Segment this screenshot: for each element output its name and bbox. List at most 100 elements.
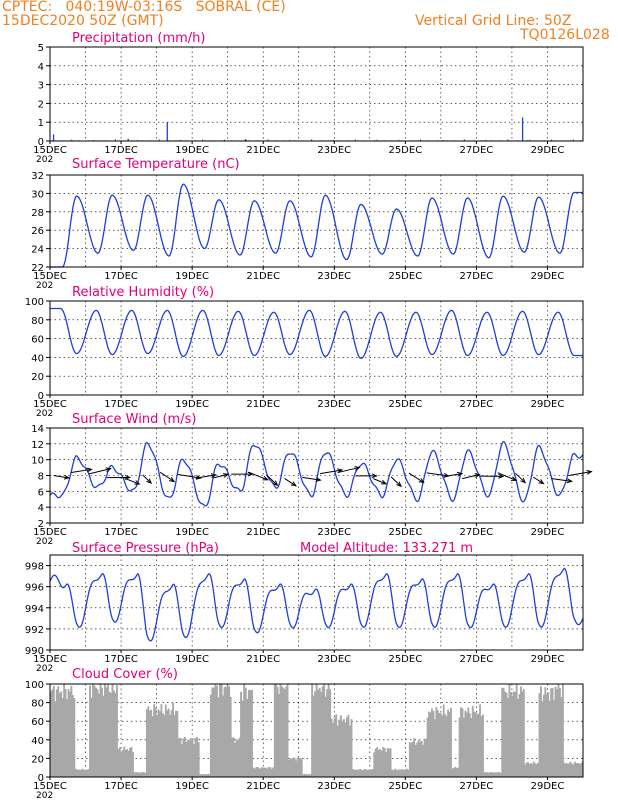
cloud-bar: [159, 711, 161, 777]
cloud-bar: [317, 689, 320, 777]
cloud-bar: [548, 700, 551, 777]
cloud-bar: [135, 772, 138, 777]
cloud-bar: [461, 708, 464, 777]
cloud-bar: [573, 761, 576, 777]
cloud-bar: [463, 717, 465, 777]
x-tick-label: 25DEC: [388, 781, 422, 792]
x-tick-label: 29DEC: [531, 527, 565, 538]
cloud-bar: [509, 692, 512, 777]
cloud-bar: [110, 693, 112, 777]
cloud-bar: [211, 687, 214, 777]
wind-vector: [159, 471, 175, 482]
wind-vector: [71, 468, 92, 473]
cloud-bar: [479, 704, 481, 777]
cloud-bar: [243, 684, 246, 777]
cloud-bar: [111, 684, 114, 777]
cloud-bar: [572, 764, 575, 777]
y-tick-label: 28: [31, 208, 44, 219]
cloud-bar: [202, 774, 205, 777]
x-tick-label: 21DEC: [246, 399, 280, 410]
x-tick-label: 25DEC: [388, 145, 422, 156]
cloud-bar: [512, 691, 515, 777]
cloud-bar: [272, 767, 275, 777]
cloud-bar: [63, 684, 66, 777]
y-tick-label: 0: [38, 773, 44, 784]
wind-arrowhead: [262, 475, 269, 481]
cloud-bar: [428, 711, 430, 777]
cloud-bar: [528, 763, 531, 777]
cloud-bar: [67, 688, 70, 777]
cloud-bar: [99, 684, 102, 777]
cloud-bar: [324, 696, 327, 777]
wind-vector: [515, 472, 526, 483]
cloud-bar: [323, 684, 326, 777]
cloud-bar: [330, 718, 333, 777]
cloud-bar: [299, 757, 302, 777]
cloud-bar: [542, 694, 545, 777]
cloud-bar: [445, 716, 448, 777]
x-tick-label: 17DEC: [104, 145, 138, 156]
cloud-bar: [578, 763, 581, 777]
cloud-bar: [173, 714, 176, 777]
y-tick-label: 5: [38, 43, 44, 54]
cloud-bar: [154, 707, 157, 777]
cloud-bar: [153, 704, 156, 777]
wind-vector: [53, 475, 69, 479]
cloud-bar: [470, 718, 473, 777]
wind-arrowhead: [354, 466, 361, 471]
cloud-bar: [407, 769, 410, 777]
cloud-bar: [355, 769, 358, 777]
cloud-bar: [402, 770, 405, 777]
cloud-bar: [404, 770, 407, 777]
cloud-bar: [157, 709, 160, 777]
cloud-bar: [64, 688, 67, 777]
x-year-label: 202: [36, 664, 53, 674]
y-tick-label: 80: [31, 316, 44, 327]
cloud-bar: [397, 770, 399, 777]
x-tick-label: 15DEC: [33, 399, 67, 410]
cloud-bar: [148, 710, 151, 777]
cloud-bar: [389, 748, 392, 777]
x-tick-label: 29DEC: [531, 399, 565, 410]
cloud-bar: [383, 747, 386, 777]
x-year-label: 202: [36, 281, 53, 291]
cloud-bar: [285, 686, 288, 777]
cloud-bar: [292, 757, 295, 777]
y-tick-label: 60: [31, 717, 44, 728]
cloud-bar: [359, 769, 362, 777]
cloud-bar: [414, 744, 417, 777]
cloud-bar: [89, 685, 91, 777]
cloud-bar: [205, 774, 208, 777]
wind-vector: [408, 472, 424, 483]
cloud-bar: [537, 762, 539, 777]
cloud-bar: [161, 713, 164, 777]
x-tick-label: 23DEC: [317, 527, 351, 538]
cloud-bar: [520, 686, 522, 777]
wind-vector: [142, 474, 152, 484]
cloud-bar: [358, 769, 361, 777]
cloud-bar: [339, 715, 342, 777]
cloud-bar: [257, 767, 260, 777]
y-tick-label: 10: [31, 456, 44, 467]
wind-vector: [124, 477, 140, 485]
y-tick-label: 32: [31, 171, 44, 182]
cloud-bar: [288, 759, 290, 777]
cloud-bar: [70, 685, 73, 777]
cloud-bar: [98, 693, 100, 777]
cloud-bar: [223, 687, 226, 777]
cloud-bar: [269, 767, 272, 777]
cloud-bar: [518, 694, 521, 777]
x-tick-label: 19DEC: [175, 654, 209, 665]
cloud-bar: [433, 719, 436, 777]
cloud-bar: [170, 710, 173, 777]
cloud-bar: [329, 689, 332, 777]
cloud-bar: [84, 769, 87, 777]
cloud-bar: [240, 691, 243, 777]
cloud-bar: [308, 774, 311, 777]
cloud-bar: [398, 769, 401, 777]
cloud-bar: [521, 691, 524, 777]
cloud-bar: [203, 774, 206, 777]
cloud-bar: [138, 772, 141, 777]
cloud-bar: [438, 712, 441, 777]
cloud-bar: [567, 763, 570, 777]
